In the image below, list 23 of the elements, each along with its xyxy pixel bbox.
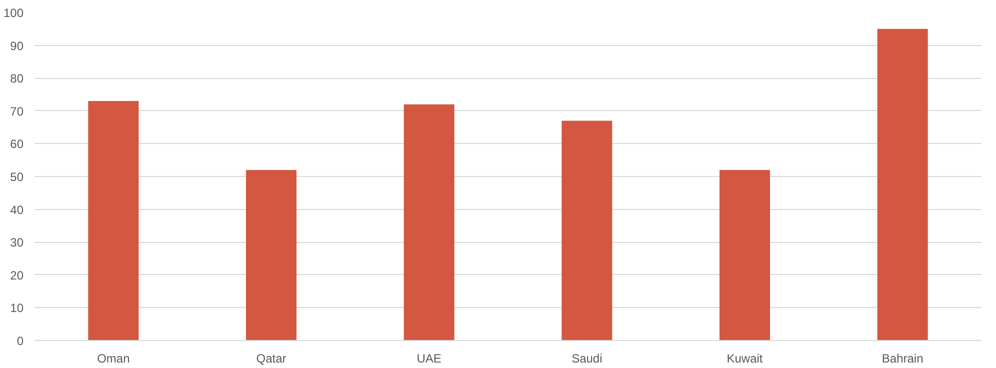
x-tick-label: Oman [97, 352, 130, 366]
x-tick-label: UAE [416, 352, 442, 366]
bar [562, 120, 612, 340]
y-tick-label: 40 [10, 202, 24, 217]
bar [246, 170, 297, 340]
bar [719, 170, 770, 340]
y-tick-label: 60 [10, 137, 24, 152]
x-tick-label: Bahrain [882, 352, 924, 366]
x-tick-label: Qatar [256, 352, 286, 366]
y-tick-label: 50 [10, 170, 24, 184]
y-tick-label: 90 [10, 38, 24, 53]
bar [877, 28, 928, 340]
y-tick-label: 10 [10, 301, 24, 316]
x-tick-label: Kuwait [726, 352, 764, 366]
y-tick-label: 30 [10, 236, 24, 250]
x-tick-label: Saudi [572, 352, 602, 366]
y-tick-label: 70 [10, 104, 24, 118]
bar [404, 104, 454, 340]
bar [88, 101, 139, 340]
y-tick-label: 20 [10, 268, 24, 282]
y-tick-label: 80 [10, 72, 24, 86]
y-tick-label: 0 [16, 334, 24, 348]
y-tick-label: 100 [3, 6, 24, 20]
